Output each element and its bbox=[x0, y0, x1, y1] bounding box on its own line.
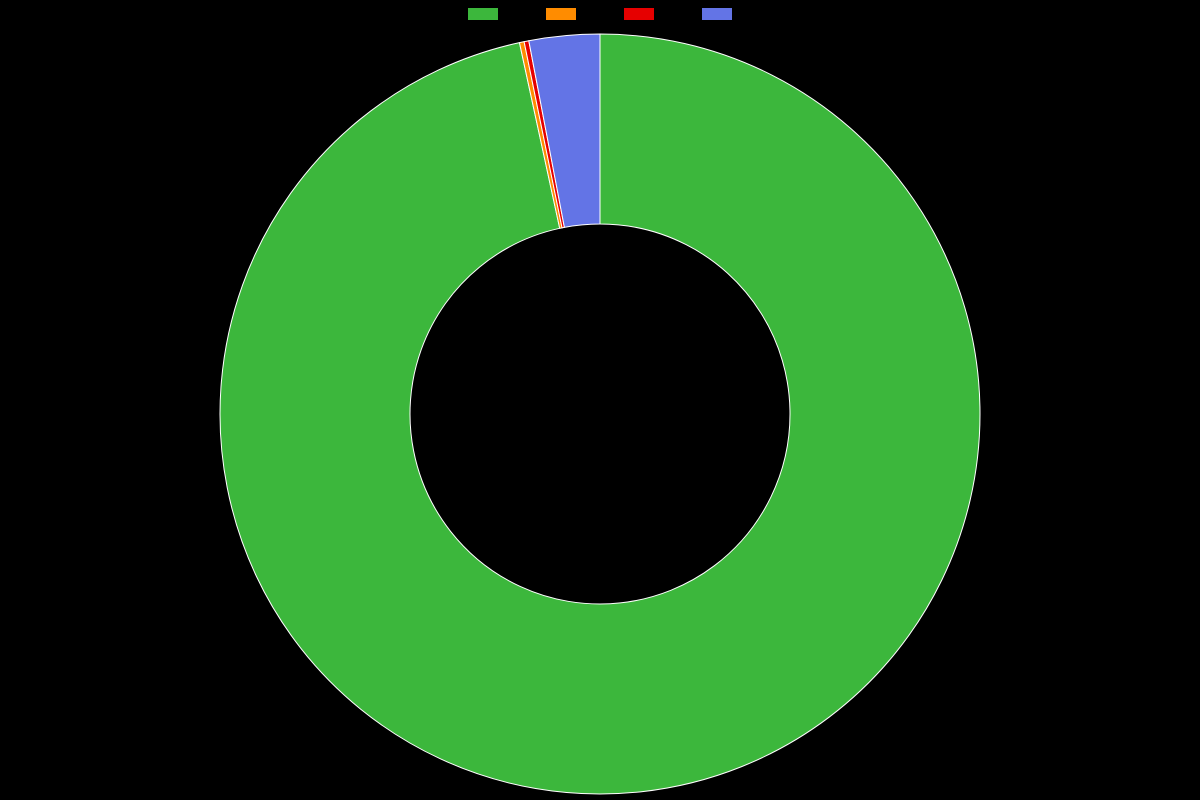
legend-swatch-3 bbox=[702, 8, 732, 20]
legend-swatch-1 bbox=[546, 8, 576, 20]
chart-legend bbox=[0, 8, 1200, 20]
donut-chart bbox=[0, 28, 1200, 800]
legend-swatch-2 bbox=[624, 8, 654, 20]
legend-swatch-0 bbox=[468, 8, 498, 20]
donut-svg bbox=[210, 24, 990, 800]
